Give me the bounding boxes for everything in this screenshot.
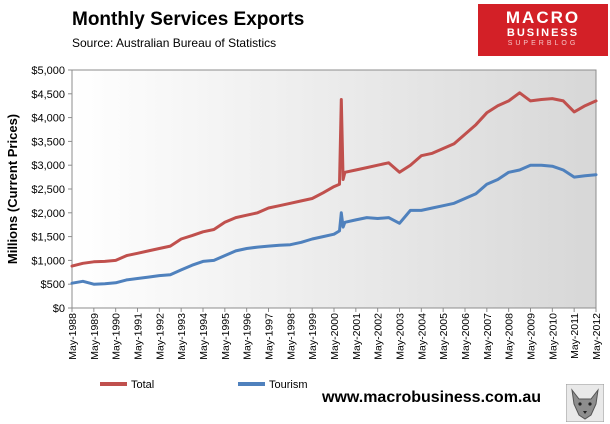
x-tick-label: May-1989 — [89, 313, 101, 360]
y-tick-label: $4,000 — [31, 113, 65, 125]
website-url: www.macrobusiness.com.au — [322, 389, 542, 406]
macrobusiness-logo: MACRO BUSINESS SUPERBLOG — [478, 4, 608, 56]
chart-source: Source: Australian Bureau of Statistics — [72, 36, 277, 50]
x-axis: May-1988 May-1989 May-1990 May-1991 May-1992… — [67, 308, 603, 360]
x-tick-label: May-2004 — [416, 313, 428, 360]
y-tick-label: $0 — [53, 303, 65, 315]
y-tick-label: $500 — [41, 279, 65, 291]
x-tick-label: May-2005 — [438, 313, 450, 360]
y-tick-label: $5,000 — [31, 65, 65, 77]
y-tick-label: $3,000 — [31, 160, 65, 172]
x-tick-label: May-1990 — [111, 313, 123, 360]
series-line-tourism — [70, 163, 598, 286]
x-tick-label: May-1996 — [242, 313, 254, 360]
y-tick-label: $3,500 — [31, 136, 65, 148]
x-tick-label: May-2009 — [526, 313, 538, 360]
x-tick-label: May-1991 — [133, 313, 145, 360]
series-line-total — [70, 91, 598, 268]
y-axis: $0 $500 $1,000 $1,500 $2,000 $2,500 $3,000 $3,5… — [31, 65, 72, 315]
chart-title: Monthly Services Exports — [72, 9, 305, 30]
legend-total-label: Total — [131, 379, 154, 391]
x-tick-label: May-1995 — [220, 313, 232, 360]
legend-tourism-label: Tourism — [269, 379, 308, 391]
x-tick-label: May-2001 — [351, 313, 363, 360]
x-tick-label: May-2003 — [395, 313, 407, 360]
x-tick-label: May-2011 — [569, 313, 581, 359]
x-tick-label: May-2000 — [329, 313, 341, 360]
logo-line-1: MACRO — [505, 8, 581, 27]
y-axis-label: Millions (Current Prices) — [5, 114, 20, 264]
x-tick-label: May-1992 — [154, 313, 166, 360]
wolf-icon — [566, 384, 604, 422]
x-tick-label: May-1999 — [307, 313, 319, 360]
x-tick-label: May-1994 — [198, 313, 210, 360]
x-tick-label: May-2012 — [591, 313, 603, 360]
series-layer — [70, 91, 598, 286]
x-tick-label: May-1988 — [67, 313, 79, 360]
y-tick-label: $2,500 — [31, 184, 65, 196]
y-tick-label: $4,500 — [31, 89, 65, 101]
x-tick-label: May-1998 — [285, 313, 297, 360]
plot-area — [71, 69, 597, 309]
x-tick-label: May-2008 — [504, 313, 516, 360]
x-tick-label: May-2010 — [547, 313, 559, 360]
y-tick-label: $1,500 — [31, 232, 65, 244]
legend: Total Tourism — [100, 379, 308, 391]
x-tick-label: May-2002 — [373, 313, 385, 360]
y-tick-label: $1,000 — [31, 255, 65, 267]
x-tick-label: May-1993 — [176, 313, 188, 360]
logo-line-2: BUSINESS — [506, 27, 580, 39]
y-tick-label: $2,000 — [31, 208, 65, 220]
x-tick-label: May-2007 — [482, 313, 494, 360]
x-tick-label: May-1997 — [264, 313, 276, 360]
x-tick-label: May-2006 — [460, 313, 472, 360]
logo-line-3: SUPERBLOG — [507, 40, 579, 47]
